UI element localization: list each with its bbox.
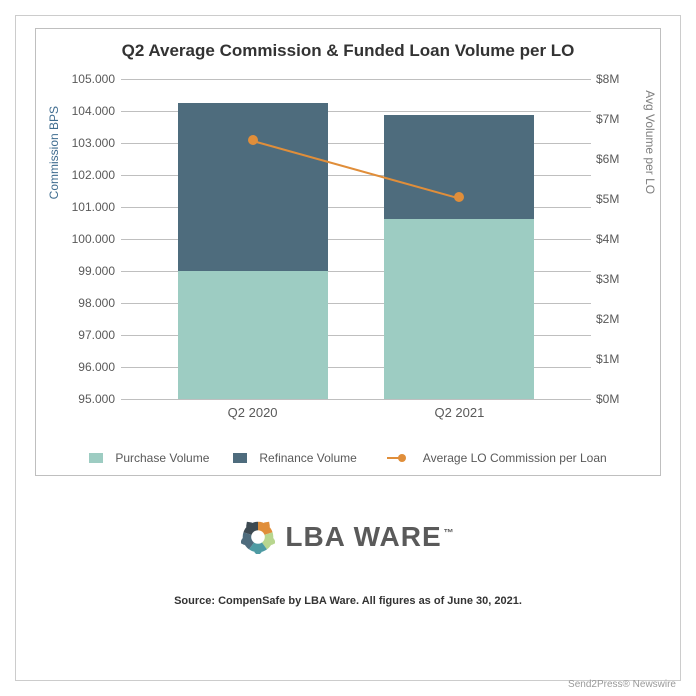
x-tick-label: Q2 2020: [228, 405, 278, 420]
logo: LBA WARE™: [241, 520, 454, 554]
y-left-tick-label: 98.000: [78, 296, 115, 310]
bar: [178, 103, 328, 399]
x-tick-label: Q2 2021: [434, 405, 484, 420]
bar-segment: [178, 271, 328, 399]
y-left-tick-label: 105.000: [72, 72, 115, 86]
y-right-tick-label: $6M: [596, 152, 619, 166]
legend-label: Average LO Commission per Loan: [423, 451, 607, 465]
y-left-tick-label: 103.000: [72, 136, 115, 150]
line-marker: [248, 135, 258, 145]
legend-swatch: [233, 453, 247, 463]
y-left-tick-label: 100.000: [72, 232, 115, 246]
gridline: [121, 399, 591, 400]
legend-item: Purchase Volume: [83, 451, 215, 465]
logo-block: LBA WARE™: [0, 520, 696, 559]
legend-label: Purchase Volume: [115, 451, 209, 465]
y-right-tick-label: $0M: [596, 392, 619, 406]
bar-segment: [178, 103, 328, 271]
legend-label: Refinance Volume: [259, 451, 356, 465]
bar-segment: [384, 115, 534, 219]
bar-segment: [384, 219, 534, 399]
legend-line-swatch: [381, 457, 411, 459]
y-right-tick-label: $2M: [596, 312, 619, 326]
y-left-tick-label: 97.000: [78, 328, 115, 342]
y-right-tick-label: $7M: [596, 112, 619, 126]
y-right-tick-label: $8M: [596, 72, 619, 86]
source-text: Source: CompenSafe by LBA Ware. All figu…: [0, 595, 696, 607]
chart-container: Q2 Average Commission & Funded Loan Volu…: [35, 28, 661, 476]
line-marker: [454, 192, 464, 202]
legend-item: Refinance Volume: [227, 451, 362, 465]
bar: [384, 115, 534, 399]
y-right-tick-label: $4M: [596, 232, 619, 246]
y-left-tick-label: 99.000: [78, 264, 115, 278]
y-right-tick-label: $1M: [596, 352, 619, 366]
plot-area: [121, 79, 591, 399]
y-left-tick-label: 96.000: [78, 360, 115, 374]
y-right-axis-title: Avg Volume per LO: [643, 90, 657, 194]
y-left-axis-title: Commission BPS: [47, 106, 61, 199]
y-right-tick-label: $3M: [596, 272, 619, 286]
y-left-tick-label: 104.000: [72, 104, 115, 118]
y-left-tick-label: 95.000: [78, 392, 115, 406]
y-left-tick-label: 102.000: [72, 168, 115, 182]
legend-item: Average LO Commission per Loan: [375, 451, 613, 465]
gridline: [121, 79, 591, 80]
chart-title: Q2 Average Commission & Funded Loan Volu…: [36, 41, 660, 61]
legend: Purchase Volume Refinance Volume Average L…: [36, 450, 660, 465]
y-left-tick-label: 101.000: [72, 200, 115, 214]
gear-icon: [241, 520, 275, 554]
legend-swatch: [89, 453, 103, 463]
trademark-icon: ™: [444, 528, 455, 539]
watermark-text: Send2Press® Newswire: [568, 679, 676, 690]
y-right-tick-label: $5M: [596, 192, 619, 206]
logo-text: LBA WARE: [285, 521, 441, 552]
